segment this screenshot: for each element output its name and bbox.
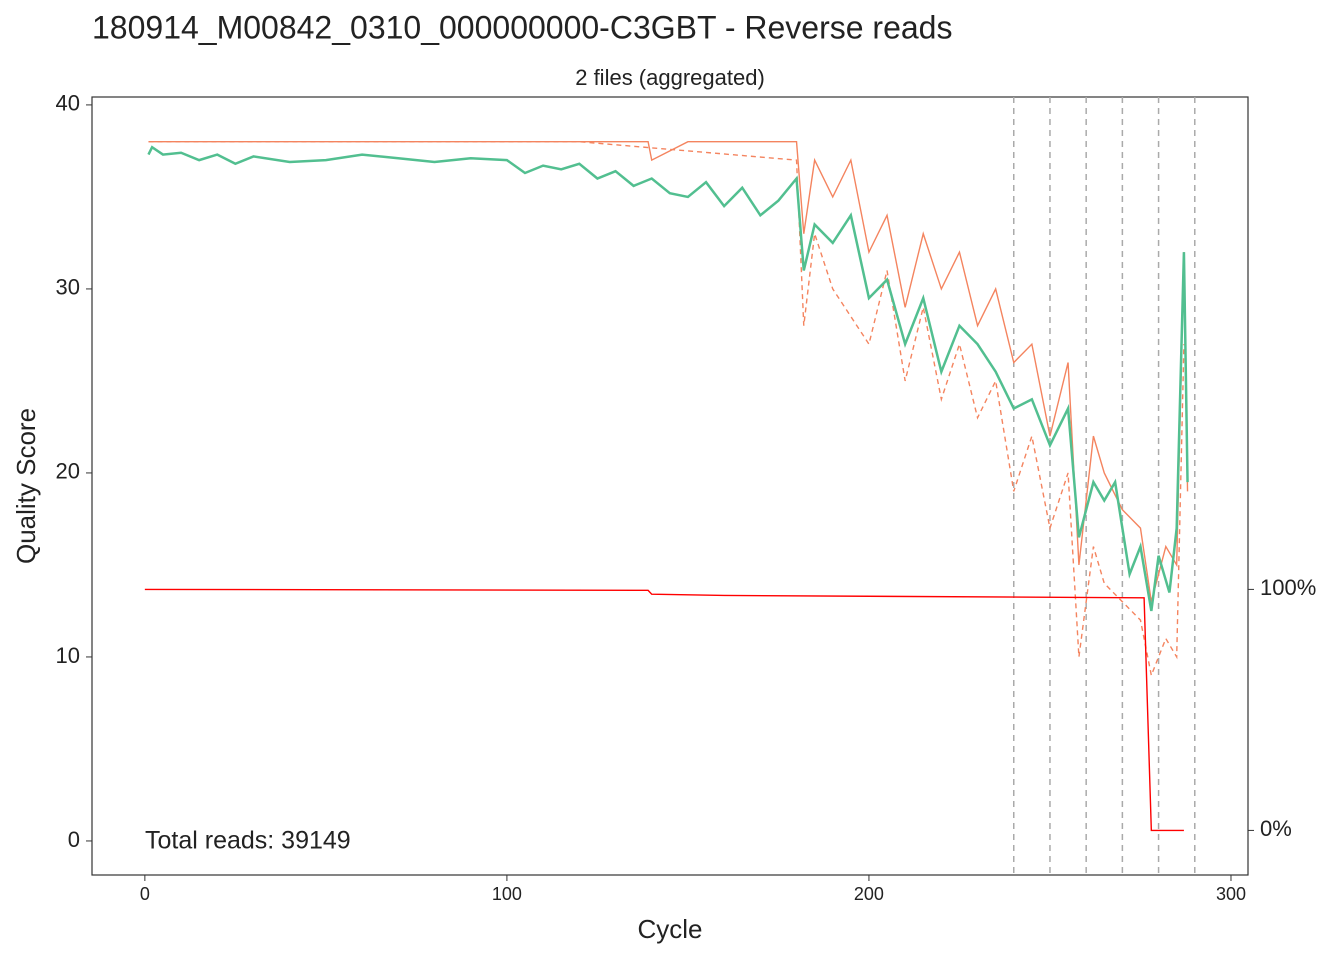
- y-tick-label: 30: [56, 275, 80, 300]
- x-tick-label: 200: [854, 884, 884, 904]
- quality-line: [148, 141, 1185, 678]
- y2-tick-label: 0%: [1260, 816, 1292, 841]
- total-reads-annotation: Total reads: 39149: [145, 827, 351, 855]
- y-tick-label: 10: [56, 643, 80, 668]
- y-axis-label: Quality Score: [11, 408, 41, 564]
- plot-panel: [91, 96, 1249, 876]
- y2-tick-label: 100%: [1260, 575, 1316, 600]
- x-axis-label: Cycle: [637, 914, 702, 944]
- y-tick-label: 20: [56, 459, 80, 484]
- quality-line: [148, 141, 1189, 602]
- chart-subtitle: 2 files (aggregated): [575, 65, 765, 90]
- quality-line: [147, 145, 1189, 612]
- chart-title: 180914_M00842_0310_000000000-C3GBT - Rev…: [92, 9, 952, 45]
- y-tick-label: 0: [68, 827, 80, 852]
- quality-line: [144, 588, 1184, 832]
- y-tick-label: 40: [56, 91, 80, 116]
- x-tick-label: 0: [140, 884, 150, 904]
- x-tick-label: 300: [1216, 884, 1246, 904]
- x-tick-label: 100: [492, 884, 522, 904]
